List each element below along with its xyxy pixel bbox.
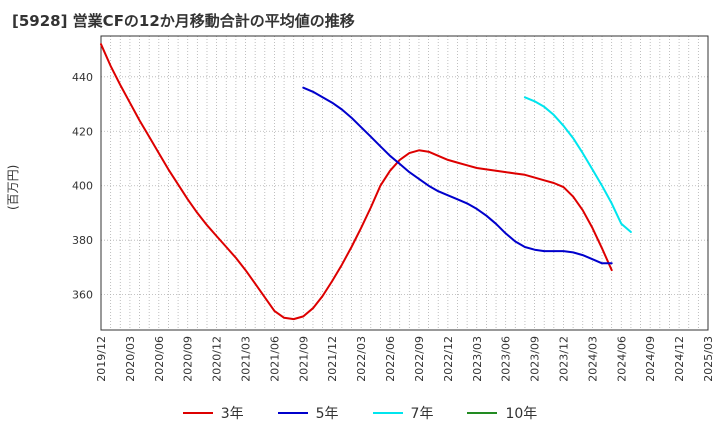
x-tick-label: 2023/03 xyxy=(471,336,484,382)
legend-label: 7年 xyxy=(410,406,434,422)
x-tick-label: 2023/09 xyxy=(529,336,542,382)
y-tick-label: 400 xyxy=(72,180,93,193)
legend-item: 7年 xyxy=(372,403,434,423)
y-tick-label: 420 xyxy=(72,125,93,138)
series-line-7年 xyxy=(523,96,632,233)
legend-label: 3年 xyxy=(220,406,244,422)
x-tick-label: 2024/12 xyxy=(673,336,686,382)
legend-item: 3年 xyxy=(182,403,244,423)
x-tick-label: 2024/09 xyxy=(644,336,657,382)
x-tick-label: 2021/03 xyxy=(240,336,253,382)
x-tick-label: 2020/03 xyxy=(124,336,137,382)
y-tick-label: 440 xyxy=(72,71,93,84)
legend-item: 10年 xyxy=(467,403,537,423)
x-tick-label: 2021/09 xyxy=(297,336,310,382)
x-tick-label: 2021/06 xyxy=(268,336,281,382)
legend-swatch xyxy=(182,412,213,414)
y-tick-label: 360 xyxy=(72,289,93,302)
y-tick-label: 380 xyxy=(72,234,93,247)
plot-frame xyxy=(100,35,709,331)
x-tick-label: 2022/09 xyxy=(413,336,426,382)
x-tick-label: 2022/03 xyxy=(355,336,368,382)
series-line-3年 xyxy=(100,43,613,321)
x-tick-label: 2024/06 xyxy=(615,336,628,382)
legend-item: 5年 xyxy=(277,403,339,423)
x-tick-label: 2023/06 xyxy=(500,336,513,382)
x-tick-label: 2022/12 xyxy=(442,336,455,382)
chart-title: [5928] 営業CFの12か月移動合計の平均値の推移 xyxy=(12,12,355,30)
chart-legend: 3年 5年 7年 10年 xyxy=(0,403,720,423)
legend-swatch xyxy=(467,412,498,414)
x-tick-label: 2021/12 xyxy=(326,336,339,382)
x-tick-label: 2023/12 xyxy=(557,336,570,382)
x-tick-label: 2020/12 xyxy=(211,336,224,382)
legend-swatch xyxy=(372,412,403,414)
x-tick-label: 2020/06 xyxy=(153,336,166,382)
x-tick-label: 2019/12 xyxy=(95,336,108,382)
x-tick-label: 2025/03 xyxy=(702,336,715,382)
series-line-5年 xyxy=(302,86,613,265)
x-tick-label: 2020/09 xyxy=(182,336,195,382)
x-tick-label: 2024/03 xyxy=(586,336,599,382)
x-tick-label: 2022/06 xyxy=(384,336,397,382)
legend-swatch xyxy=(277,412,308,414)
legend-label: 10年 xyxy=(505,406,538,422)
legend-label: 5年 xyxy=(315,406,339,422)
